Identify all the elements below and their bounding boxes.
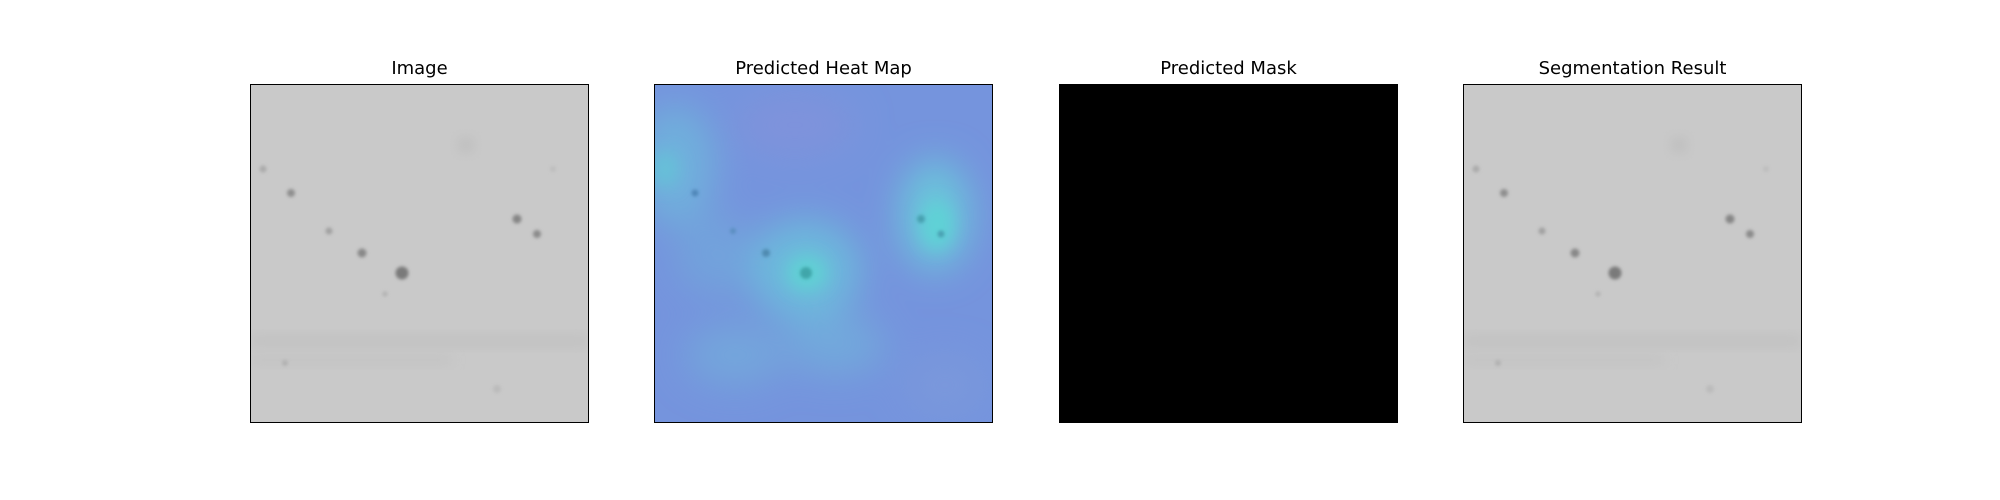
heat-map-panel — [654, 84, 993, 423]
predicted-mask-panel — [1059, 84, 1398, 423]
segmentation-result — [1464, 85, 1801, 422]
panel-title-image: Image — [391, 58, 448, 79]
heat-map — [655, 85, 992, 422]
panel-title-heat-map: Predicted Heat Map — [735, 58, 912, 79]
panel-title-mask: Predicted Mask — [1160, 58, 1297, 79]
segmentation-result-panel — [1463, 84, 1802, 423]
input-image-panel — [250, 84, 589, 423]
panel-title-segmentation: Segmentation Result — [1538, 58, 1727, 79]
input-image — [251, 85, 588, 422]
